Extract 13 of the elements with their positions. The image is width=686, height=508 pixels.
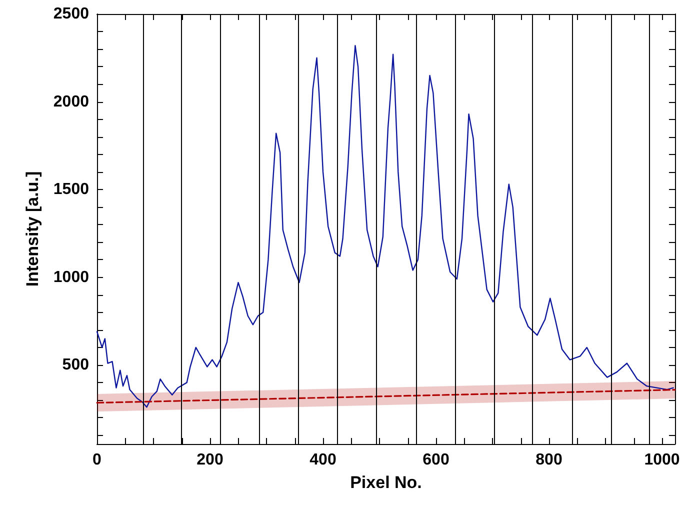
x-tick-label: 200 <box>196 452 224 468</box>
y-tick-label: 1500 <box>53 181 90 198</box>
x-tick-label: 600 <box>422 452 450 468</box>
y-tick-label: 1000 <box>53 268 90 286</box>
y-axis-title: Intensity [a.u.] <box>23 171 42 287</box>
y-tick-label: 500 <box>62 356 90 374</box>
x-tick-label: 800 <box>536 452 562 468</box>
x-tick-label: 0 <box>92 452 102 468</box>
x-axis-title: Pixel No. <box>350 473 422 492</box>
y-tick-label: 2500 <box>53 6 90 22</box>
x-tick-label: 400 <box>310 452 336 468</box>
x-tick-label: 1000 <box>644 452 680 468</box>
y-tick-label: 2000 <box>53 93 90 110</box>
